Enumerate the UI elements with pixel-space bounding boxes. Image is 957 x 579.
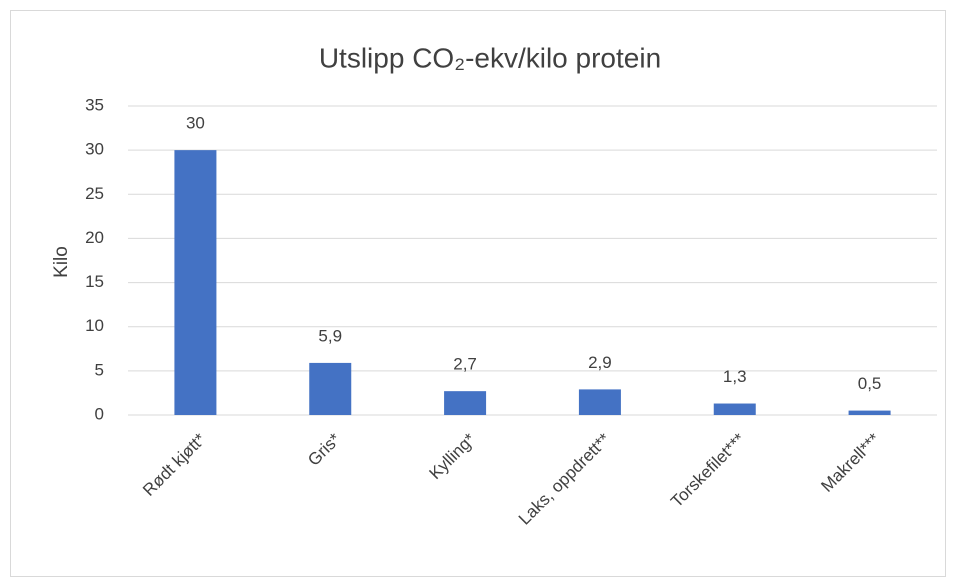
data-label: 2,7 (453, 355, 477, 374)
y-tick-label: 15 (85, 272, 104, 291)
bar (848, 410, 891, 415)
bar (578, 389, 621, 415)
data-label: 1,3 (723, 367, 747, 386)
data-label: 30 (186, 114, 205, 133)
chart-border (10, 10, 946, 577)
y-axis-label: Kilo (51, 246, 72, 278)
y-tick-label: 10 (85, 316, 104, 335)
data-label: 2,9 (588, 353, 612, 372)
data-label: 0,5 (858, 374, 882, 393)
bar (309, 362, 352, 415)
bar (174, 150, 217, 415)
y-tick-label: 30 (85, 140, 104, 159)
y-tick-label: 5 (95, 360, 104, 379)
y-tick-label: 0 (95, 404, 104, 423)
y-tick-label: 25 (85, 184, 104, 203)
chart-title: Utslipp CO₂-ekv/kilo protein (319, 42, 661, 73)
y-tick-label: 35 (85, 95, 104, 114)
data-label: 5,9 (318, 326, 342, 345)
bar (444, 391, 487, 415)
y-tick-label: 20 (85, 228, 104, 247)
bar (713, 403, 756, 415)
